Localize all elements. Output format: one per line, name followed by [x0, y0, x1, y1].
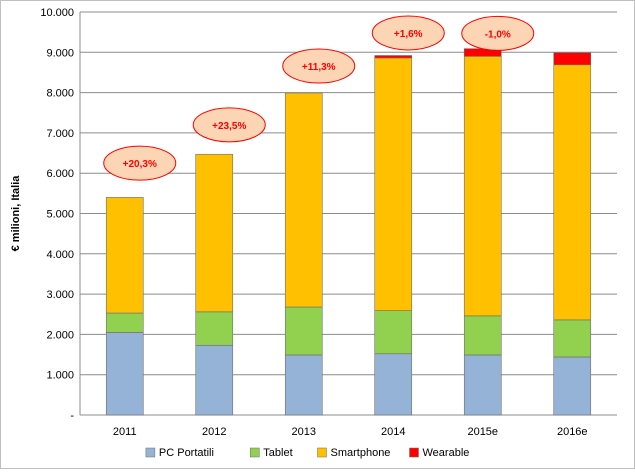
bar-segment-pc-portatili [463, 354, 502, 416]
bar-segment-smartphone [284, 92, 323, 308]
legend-label-pc-portatili: PC Portatili [159, 447, 214, 459]
bar-segment-smartphone [195, 153, 234, 313]
bar-segment-tablet [284, 306, 323, 356]
bar-segment-pc-portatili [284, 354, 323, 416]
growth-callout-label: +11,3% [302, 62, 336, 73]
x-tick-label: 2013 [292, 426, 316, 438]
bar-segment-tablet [374, 310, 413, 355]
bar-segment-tablet [553, 319, 592, 358]
x-tick-label: 2011 [113, 426, 137, 438]
bar-segment-pc-portatili [374, 353, 413, 416]
bar-segment-wearable [553, 52, 592, 66]
growth-callout [371, 15, 445, 51]
bar-segment-pc-portatili [195, 344, 234, 416]
growth-callout-label: +23,5% [212, 121, 246, 132]
y-tick-label: 3.000 [46, 289, 74, 301]
bar-segment-tablet [463, 315, 502, 356]
y-axis-label: € milioni, Italia [10, 175, 22, 252]
bar-segment-tablet [105, 312, 144, 333]
bar-segment-smartphone [374, 57, 413, 311]
growth-callout [103, 145, 177, 181]
legend-swatch-pc-portatili [145, 447, 156, 458]
bar-segment-wearable [374, 55, 413, 59]
growth-callout [192, 107, 266, 143]
y-tick-label: 10.000 [40, 7, 74, 19]
x-tick-label: 2012 [202, 426, 226, 438]
growth-callout [461, 15, 535, 51]
y-tick-label: 6.000 [46, 168, 74, 180]
y-tick-label: 4.000 [46, 249, 74, 261]
y-tick-label: 2.000 [46, 329, 74, 341]
legend-swatch-tablet [250, 447, 260, 458]
y-tick-label: 9.000 [46, 47, 74, 59]
growth-callout-label: -1,0% [485, 29, 511, 40]
legend-swatch-wearable [409, 447, 419, 458]
y-tick-label: 1.000 [46, 370, 74, 382]
y-tick-label: 7.000 [46, 128, 74, 140]
legend-label-smartphone: Smartphone [331, 447, 391, 459]
growth-callout-label: +20,3% [123, 159, 157, 170]
legend-label-wearable: Wearable [423, 447, 470, 459]
growth-callout-label: +1,6% [394, 29, 423, 40]
x-tick-label: 2016e [557, 426, 588, 438]
bar-segment-smartphone [553, 64, 592, 321]
bar-segment-pc-portatili [553, 356, 592, 416]
y-tick-label: - [70, 410, 74, 422]
x-tick-label: 2014 [381, 426, 405, 438]
y-tick-label: 5.000 [46, 209, 74, 221]
bar-segment-pc-portatili [105, 332, 144, 416]
bar-segment-smartphone [463, 56, 502, 317]
legend-label-tablet: Tablet [263, 447, 292, 459]
bar-segment-tablet [195, 311, 234, 346]
growth-callout [282, 48, 356, 84]
y-tick-label: 8.000 [46, 88, 74, 100]
bar-segment-smartphone [105, 197, 144, 314]
legend-swatch-smartphone [317, 447, 327, 458]
x-tick-label: 2015e [467, 426, 498, 438]
